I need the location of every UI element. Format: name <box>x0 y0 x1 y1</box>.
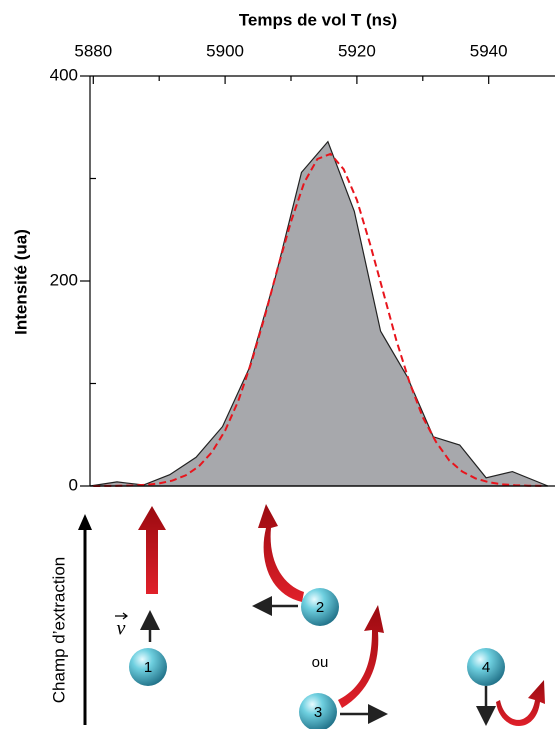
y-axis-title: Intensité (ua) <box>11 229 30 335</box>
red-arrow <box>496 680 545 727</box>
fit-line <box>93 152 542 487</box>
ball-label: 1 <box>144 659 152 676</box>
area <box>89 140 549 487</box>
or-text: ou <box>312 654 329 671</box>
ball-label: 3 <box>314 704 322 721</box>
x-tick-label: 5920 <box>338 41 376 60</box>
ball-label: 2 <box>316 599 324 616</box>
diagram: Champ d’extraction v 1 2 ou 3 4 <box>49 504 545 731</box>
y-tick-label: 0 <box>69 475 78 494</box>
ball <box>129 648 167 686</box>
ball-label: 4 <box>482 659 490 676</box>
plot: 5880 5900 5920 5940 0 200 400 <box>50 41 555 494</box>
ball <box>299 693 337 731</box>
x-tick-label: 5880 <box>74 41 112 60</box>
field-label: Champ d’extraction <box>49 557 68 703</box>
x-tick-label: 5940 <box>470 41 508 60</box>
velocity-symbol: v <box>117 618 126 640</box>
red-arrow <box>338 605 384 708</box>
ball <box>301 588 339 626</box>
y-tick-label: 200 <box>50 270 78 289</box>
red-arrow <box>258 504 304 602</box>
vector-sign <box>115 612 128 620</box>
x-axis-title: Temps de vol T (ns) <box>239 10 397 29</box>
y-tick-label: 400 <box>50 65 78 84</box>
x-tick-label: 5900 <box>206 41 244 60</box>
field-arrow-head <box>78 514 92 530</box>
red-arrow <box>138 506 166 594</box>
ball <box>467 648 505 686</box>
